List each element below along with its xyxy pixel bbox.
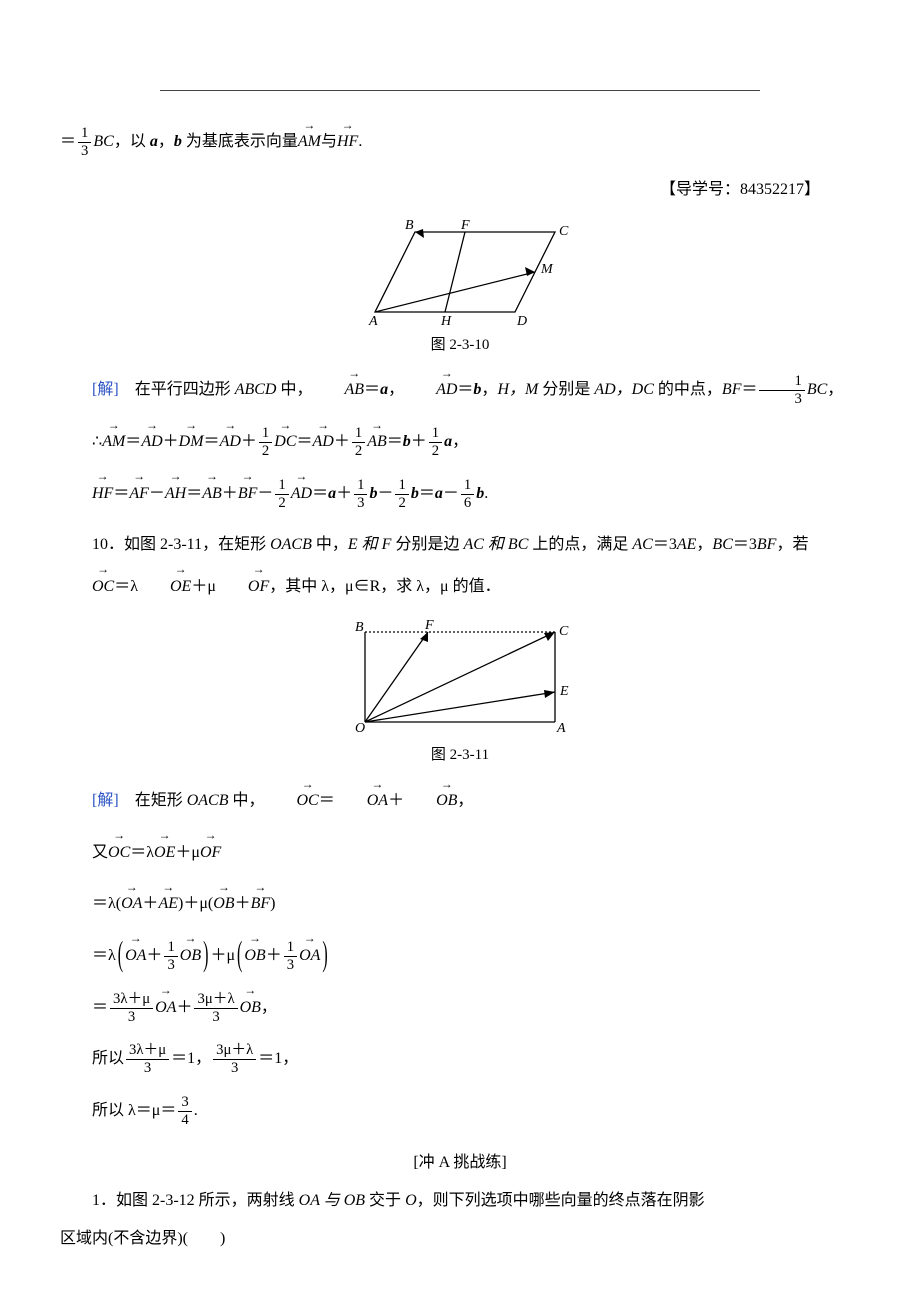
svg-text:D: D xyxy=(516,314,527,327)
prob1-line1: 1．如图 2-3-12 所示，两射线 OA 与 OB 交于 O，则下列选项中哪些… xyxy=(60,1186,860,1216)
sol9-line3: HF＝AF－AH＝AB＋BF－12AD＝a＋13b－12b＝a－16b. xyxy=(92,473,860,515)
svg-text:F: F xyxy=(460,218,470,233)
svg-text:E: E xyxy=(559,684,569,699)
svg-text:M: M xyxy=(540,262,554,277)
top-rule xyxy=(160,90,760,91)
prob10-text: 10．如图 2-3-11，在矩形 OACB 中，E 和 F 分别是边 AC 和 … xyxy=(60,524,860,607)
figure-caption-11: 图 2-3-11 xyxy=(60,741,860,770)
rectangle-svg: O A B C E F xyxy=(345,617,575,737)
svg-text:A: A xyxy=(556,721,566,736)
challenge-title: [冲 A 挑战练] xyxy=(60,1148,860,1178)
solution-label: [解] xyxy=(92,381,119,398)
sol10-line1: [解] 在矩形 OACB 中，OC＝OA＋OB， xyxy=(60,780,860,822)
vec-HF: HF xyxy=(337,121,358,163)
BC-text: BC xyxy=(93,133,113,150)
prob1-line2: 区域内(不含边界)( ) xyxy=(60,1224,860,1254)
top-fragment: ＝13BC，以 a，b 为基底表示向量AM与HF. xyxy=(60,121,860,163)
sol9-line1: [解] 在平行四边形 ABCD 中，AB＝a，AD＝b，H，M 分别是 AD，D… xyxy=(60,369,860,411)
frac-1-3: 13 xyxy=(78,125,91,160)
sol10-line2: 又OC＝λOE＋μOF xyxy=(92,832,860,874)
svg-text:A: A xyxy=(368,314,378,327)
figure-caption-10: 图 2-3-10 xyxy=(60,331,860,360)
vec-AM: AM xyxy=(298,121,321,163)
svg-text:F: F xyxy=(424,618,434,633)
svg-text:C: C xyxy=(559,224,569,239)
svg-text:O: O xyxy=(355,721,365,736)
figure-2-3-11: O A B C E F 图 2-3-11 xyxy=(60,617,860,770)
sol10-line4: ＝λ(OA＋13OB)＋μ(OB＋13OA) xyxy=(92,935,860,977)
svg-text:B: B xyxy=(405,218,414,233)
eq-prefix: ＝ xyxy=(60,133,76,150)
sol10-line6: 所以3λ＋μ3＝1，3μ＋λ3＝1， xyxy=(92,1038,860,1080)
guide-number: 【导学号：84352217】 xyxy=(60,175,820,205)
sol9-line2: ∴AM＝AD＋DM＝AD＋12DC＝AD＋12AB＝b＋12a， xyxy=(92,421,860,463)
svg-text:H: H xyxy=(440,314,452,327)
solution-label-10: [解] xyxy=(92,792,119,809)
parallelogram-svg: A B C D F H M xyxy=(345,217,575,327)
svg-text:C: C xyxy=(559,624,569,639)
sol10-line7: 所以 λ＝μ＝34. xyxy=(92,1090,860,1132)
svg-text:B: B xyxy=(355,620,364,635)
figure-2-3-10: A B C D F H M 图 2-3-10 xyxy=(60,217,860,360)
